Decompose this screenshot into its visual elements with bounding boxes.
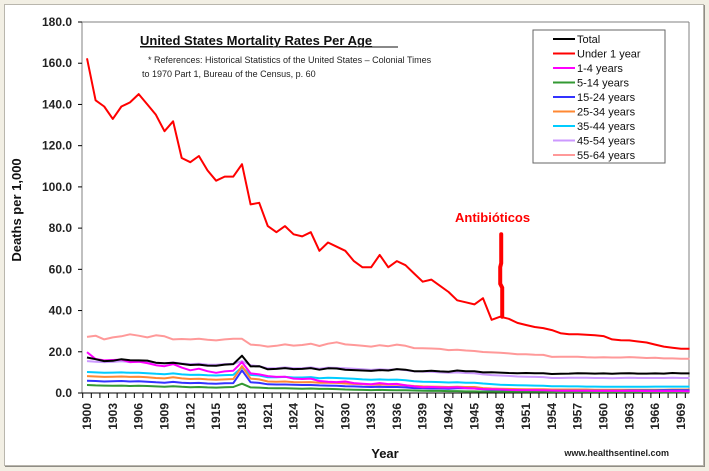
y-tick-label: 40.0 [49,304,73,318]
y-tick-label: 160.0 [42,56,72,70]
y-ticks: 0.0 20.0 40.0 60.0 80.0 100.0 120.0 140.0 160.0 1… [42,15,82,400]
series-line-5-14-years [86,382,690,394]
x-tick-label: 1933 [364,403,378,430]
y-tick-label: 140.0 [42,97,72,111]
y-tick-label: 180.0 [42,15,72,29]
legend-label-1-4-years: 1-4 years [577,63,623,75]
antibiotics-label: Antibióticos [455,210,530,225]
website-credit: www.healthsentinel.com [563,448,669,458]
x-tick-label: 1957 [571,403,585,430]
x-tick-label: 1909 [157,403,171,430]
series-line-35-44-years [86,366,690,388]
chart-title: United States Mortality Rates Per Age [140,33,372,48]
x-tick-label: 1960 [597,403,611,430]
series-line-under-1-year [86,58,690,350]
x-ticks: 1900 1903 1906 1909 1912 1915 1918 1921 1924 1927… [80,393,688,430]
reference-note-line-2: to 1970 Part 1, Bureau of the Census, p.… [142,69,316,79]
y-tick-label: 0.0 [55,386,72,400]
x-tick-label: 1927 [312,403,326,430]
y-tick-label: 60.0 [49,262,73,276]
x-tick-label: 1966 [648,403,662,430]
x-tick-label: 1945 [467,403,481,430]
x-tick-label: 1930 [338,403,352,430]
legend-label-5-14-years: 5-14 years [577,78,629,90]
y-axis-title: Deaths per 1,000 [9,158,24,261]
x-tick-label: 1948 [493,403,507,430]
y-tick-label: 120.0 [42,139,72,153]
x-tick-label: 1912 [183,403,197,430]
series-line-1-4-years [86,351,690,393]
x-tick-label: 1969 [674,403,688,430]
series-line-total [86,354,690,375]
x-tick-label: 1915 [209,403,223,430]
reference-note-line-1: * References: Historical Statistics of t… [148,55,432,65]
x-tick-label: 1924 [287,403,301,430]
legend-label-15-24-years: 15-24 years [577,92,636,104]
x-axis-title: Year [371,446,398,461]
x-tick-label: 1954 [545,403,559,430]
x-tick-label: 1939 [416,403,430,430]
antibiotics-pointer [498,232,505,319]
x-tick-label: 1903 [106,403,120,430]
x-tick-label: 1951 [519,403,533,430]
series-line-55-64-years [86,333,690,360]
x-tick-label: 1936 [390,403,404,430]
y-tick-label: 100.0 [42,180,72,194]
x-tick-label: 1900 [80,403,94,430]
legend-label-under-1-year: Under 1 year [577,49,641,61]
legend: Total Under 1 year 1-4 years 5-14 years 15-2… [532,29,666,164]
legend-label-55-64-years: 55-64 years [577,150,636,162]
x-tick-label: 1918 [235,403,249,430]
y-tick-label: 20.0 [49,345,73,359]
y-tick-label: 80.0 [49,221,73,235]
antibiotics-annotation: Antibióticos [455,210,530,319]
series-lines [86,58,690,394]
x-tick-label: 1921 [261,403,275,430]
x-tick-label: 1942 [442,403,456,430]
legend-label-total: Total [577,34,600,46]
x-tick-label: 1906 [132,403,146,430]
legend-label-35-44-years: 35-44 years [577,121,636,133]
legend-label-45-54-years: 45-54 years [577,136,636,148]
x-tick-label: 1963 [622,403,636,430]
legend-label-25-34-years: 25-34 years [577,107,636,119]
